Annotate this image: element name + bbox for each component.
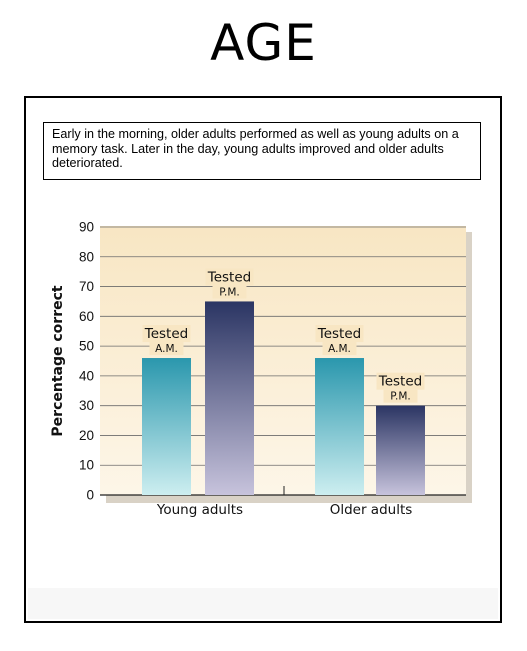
bars — [142, 301, 425, 495]
x-category-label: Young adults — [156, 502, 243, 518]
bar-label-backdrop — [205, 268, 254, 286]
y-tick-label: 50 — [79, 339, 94, 354]
y-tick-labels: 0 10 20 30 40 50 60 70 80 90 — [79, 220, 94, 503]
bar-label-sub: P.M. — [219, 286, 239, 298]
bar-label-main: Tested — [207, 269, 251, 285]
bar-label-backdrop — [322, 342, 357, 356]
bar-pm-older — [376, 405, 425, 495]
y-tick-label: 30 — [79, 398, 94, 413]
y-tick-label: 20 — [79, 428, 94, 443]
bar-label-backdrop — [376, 372, 425, 390]
bar-pm-young — [205, 301, 254, 495]
y-tick-label: 0 — [86, 488, 94, 503]
bar-label-sub: A.M. — [328, 343, 351, 355]
bar-label-backdrop — [149, 342, 184, 356]
y-tick-label: 40 — [79, 368, 94, 383]
bar-label-backdrop — [142, 325, 191, 343]
x-category-label: Older adults — [330, 502, 413, 518]
bar-label-main: Tested — [378, 374, 422, 390]
y-tick-label: 80 — [79, 249, 94, 264]
y-tick-label: 60 — [79, 309, 94, 324]
figure-frame: Early in the morning, older adults perfo… — [24, 96, 502, 623]
figure-caption: Early in the morning, older adults perfo… — [43, 122, 481, 180]
bar-label-backdrop — [212, 285, 247, 299]
y-tick-label: 70 — [79, 279, 94, 294]
bar-label-sub: P.M. — [390, 391, 410, 403]
y-tick-label: 10 — [79, 458, 94, 473]
bar-label-main: Tested — [317, 326, 361, 342]
slide-title: AGE — [210, 14, 317, 72]
bar-label-main: Tested — [144, 326, 188, 342]
y-axis-label: Percentage correct — [50, 285, 66, 436]
footer-strip — [28, 588, 498, 619]
bar-label-sub: A.M. — [155, 343, 178, 355]
bar-am-older — [315, 358, 364, 495]
bar-label-backdrop — [315, 325, 364, 343]
bar-label-backdrop — [383, 389, 418, 403]
y-tick-label: 90 — [79, 220, 94, 235]
bar-am-young — [142, 358, 191, 495]
x-category-labels: Young adults Older adults — [156, 502, 412, 518]
